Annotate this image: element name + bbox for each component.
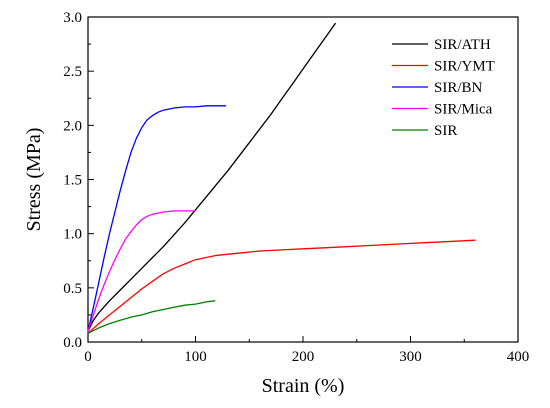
y-tick-label: 2.5	[63, 64, 82, 80]
y-tick-label: 0.0	[63, 335, 82, 351]
legend-label-sir-ath: SIR/ATH	[434, 37, 491, 53]
y-tick-label: 3.0	[63, 10, 82, 26]
series-lines	[87, 22, 476, 334]
x-tick-label: 200	[292, 349, 315, 365]
x-tick-label: 100	[184, 349, 207, 365]
y-axis-ticks: 0.0 0.5 1.0 1.5 2.0 2.5 3.0	[63, 10, 94, 351]
y-tick-label: 1.0	[63, 227, 82, 243]
y-tick-label: 2.0	[63, 118, 82, 134]
y-tick-label: 1.5	[63, 173, 82, 189]
series-line-sir-bn	[87, 105, 227, 332]
series-line-sir-ymt	[87, 239, 476, 334]
x-axis-title: Strain (%)	[262, 375, 345, 397]
legend-label-sir-mica: SIR/Mica	[434, 102, 493, 118]
series-line-sir-ath	[87, 22, 336, 332]
x-tick-label: 0	[84, 349, 92, 365]
y-axis-title: Stress (MPa)	[23, 128, 45, 232]
series-line-sir-mica	[87, 210, 197, 332]
y-tick-label: 0.5	[63, 281, 82, 297]
x-axis-ticks: 0 100 200 300 400	[84, 336, 529, 365]
series-line-sir	[87, 300, 216, 334]
legend-label-sir-bn: SIR/BN	[434, 80, 483, 96]
legend-label-sir-ymt: SIR/YMT	[434, 59, 495, 75]
x-tick-label: 300	[399, 349, 422, 365]
x-tick-label: 400	[507, 349, 530, 365]
legend: SIR/ATH SIR/YMT SIR/BN SIR/Mica SIR	[392, 37, 495, 139]
legend-label-sir: SIR	[434, 123, 457, 139]
